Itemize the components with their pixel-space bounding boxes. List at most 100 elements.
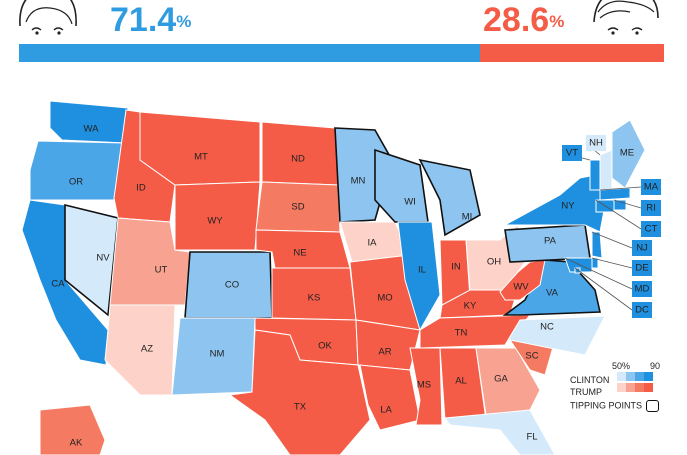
state-box-nj[interactable] xyxy=(632,240,652,256)
state-il[interactable] xyxy=(397,221,441,332)
state-label-va: VA xyxy=(546,288,559,299)
state-label-mn: MN xyxy=(351,176,366,187)
state-label-ny: NY xyxy=(561,201,575,212)
state-label-id: ID xyxy=(136,183,146,194)
legend-swatch-r90 xyxy=(644,383,653,392)
state-label-ms: MS xyxy=(417,380,431,391)
state-label-nc: NC xyxy=(540,322,554,333)
state-az[interactable] xyxy=(104,304,176,396)
state-ak[interactable] xyxy=(39,404,106,455)
state-label-wv: WV xyxy=(513,282,529,293)
state-label-nv: NV xyxy=(96,253,110,264)
state-vt[interactable] xyxy=(589,159,601,191)
state-label-ak: AK xyxy=(70,438,83,449)
state-label-wa: WA xyxy=(84,124,100,135)
legend-clinton-scale xyxy=(617,372,653,381)
state-label-ca: CA xyxy=(51,279,65,290)
leader-line-ri xyxy=(613,199,642,209)
legend-trump-scale xyxy=(617,383,653,392)
leader-line-ct xyxy=(595,199,642,230)
state-label-ri: RI xyxy=(646,203,656,214)
state-label-la: LA xyxy=(380,405,392,416)
clinton-value: 71.4 xyxy=(110,1,177,39)
state-label-co: CO xyxy=(225,280,239,291)
legend-clinton-label: CLINTON xyxy=(570,375,610,385)
state-nh[interactable] xyxy=(599,149,613,191)
state-label-nd: ND xyxy=(291,154,305,165)
state-label-or: OR xyxy=(69,177,83,188)
state-label-al: AL xyxy=(455,376,467,387)
trump-value: 28.6 xyxy=(483,1,550,39)
state-box-nh[interactable] xyxy=(586,135,606,151)
state-fl[interactable] xyxy=(444,409,556,455)
state-box-de[interactable] xyxy=(632,260,652,276)
state-label-ne: NE xyxy=(293,248,306,259)
state-box-vt[interactable] xyxy=(562,145,582,161)
clinton-face-icon xyxy=(14,0,84,51)
clinton-percent: 71.4% xyxy=(110,0,191,40)
state-label-tx: TX xyxy=(294,402,307,413)
state-box-ri[interactable] xyxy=(641,200,661,216)
state-label-ut: UT xyxy=(155,265,168,276)
state-label-sc: SC xyxy=(525,351,538,362)
state-label-pa: PA xyxy=(544,236,557,247)
trump-percent: 28.6% xyxy=(483,0,564,40)
state-label-ks: KS xyxy=(308,293,321,304)
legend-swatch-d90 xyxy=(644,372,653,381)
trump-probability-segment xyxy=(479,44,664,62)
clinton-probability-segment xyxy=(19,44,480,62)
state-wy[interactable] xyxy=(174,181,261,251)
state-label-az: AZ xyxy=(141,344,153,355)
state-label-in: IN xyxy=(451,262,461,273)
state-tx[interactable] xyxy=(228,329,371,455)
leader-line-ma xyxy=(599,186,642,191)
state-label-mo: MO xyxy=(377,293,392,304)
state-label-dc: DC xyxy=(635,305,649,316)
state-label-ct: CT xyxy=(645,224,658,235)
state-nc[interactable] xyxy=(504,315,606,356)
legend-swatch-r60 xyxy=(626,383,635,392)
state-ms[interactable] xyxy=(409,347,443,426)
state-nv[interactable] xyxy=(64,203,119,317)
legend-tipping-label: TIPPING POINTS xyxy=(570,400,643,411)
state-nj[interactable] xyxy=(591,231,603,259)
state-label-mt: MT xyxy=(194,152,208,163)
state-label-de: DE xyxy=(635,263,648,274)
state-box-md[interactable] xyxy=(632,281,652,297)
state-ga[interactable] xyxy=(475,347,541,416)
leader-line-de xyxy=(591,257,633,269)
state-label-ga: GA xyxy=(494,374,508,385)
state-label-mi: MI xyxy=(462,212,473,223)
clinton-percent-symbol: % xyxy=(176,12,192,31)
state-label-nh: NH xyxy=(589,138,603,149)
tipping-point-box-icon xyxy=(646,400,660,412)
state-label-md: MD xyxy=(635,284,650,295)
state-label-fl: FL xyxy=(526,432,537,443)
legend-swatch-d75 xyxy=(635,372,644,381)
state-label-vt: VT xyxy=(566,148,578,159)
state-label-me: ME xyxy=(620,148,634,159)
state-label-tn: TN xyxy=(455,328,468,339)
state-wv[interactable] xyxy=(499,259,546,301)
state-label-ia: IA xyxy=(368,238,378,249)
state-or[interactable] xyxy=(29,140,125,201)
trump-percent-symbol: % xyxy=(549,12,565,31)
state-wa[interactable] xyxy=(49,100,129,144)
state-label-ma: MA xyxy=(644,182,659,193)
state-mi[interactable] xyxy=(418,158,481,237)
state-label-wi: WI xyxy=(404,197,416,208)
state-box-dc[interactable] xyxy=(632,302,652,318)
leader-line-dc xyxy=(574,267,633,311)
state-label-il: IL xyxy=(418,265,426,276)
state-label-ar: AR xyxy=(378,347,391,358)
us-electoral-map: WA OR CA NV ID MT WY UT AZ CO NM ND SD NE KS OK TX MN IA MO… xyxy=(21,100,661,455)
state-la[interactable] xyxy=(359,364,421,431)
legend-swatch-d60 xyxy=(626,372,635,381)
state-label-wy: WY xyxy=(207,216,223,227)
state-label-oh: OH xyxy=(487,257,501,268)
legend-swatch-r50 xyxy=(617,383,626,392)
state-box-ct[interactable] xyxy=(641,221,661,237)
legend-tipping-row: TIPPING POINTS xyxy=(570,400,660,412)
state-box-ma[interactable] xyxy=(641,179,661,195)
state-label-nm: NM xyxy=(210,349,225,360)
